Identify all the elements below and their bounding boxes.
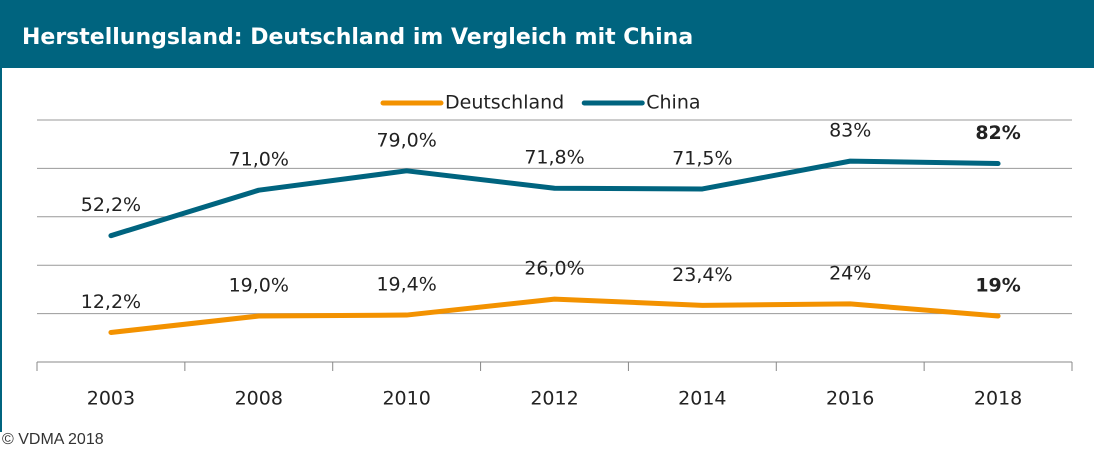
- data-label: 79,0%: [376, 129, 436, 151]
- data-label: 83%: [829, 120, 871, 142]
- data-label: 82%: [975, 122, 1020, 144]
- x-tick-label: 2016: [826, 388, 874, 410]
- legend-label: Deutschland: [445, 92, 564, 114]
- data-label: 52,2%: [81, 194, 141, 216]
- data-label: 12,2%: [81, 291, 141, 313]
- x-tick-label: 2014: [678, 388, 726, 410]
- x-tick-label: 2003: [87, 388, 135, 410]
- x-tick-label: 2010: [382, 388, 430, 410]
- data-label: 71,5%: [672, 147, 732, 169]
- x-tick-label: 2008: [235, 388, 283, 410]
- data-label: 71,8%: [524, 147, 584, 169]
- footer: © VDMA 2018: [2, 431, 104, 448]
- header-bar: [0, 0, 1094, 68]
- data-label: 19,4%: [376, 274, 436, 296]
- data-label: 19%: [975, 275, 1020, 297]
- x-tick-label: 2012: [530, 388, 578, 410]
- series-line: [108, 296, 1001, 335]
- data-label: 26,0%: [524, 258, 584, 280]
- series-line: [108, 158, 1001, 239]
- data-label: 23,4%: [672, 264, 732, 286]
- data-label: 71,0%: [229, 149, 289, 171]
- data-label: 19,0%: [229, 275, 289, 297]
- data-label: 24%: [829, 262, 871, 284]
- legend-label: China: [646, 92, 700, 114]
- x-tick-label: 2018: [974, 388, 1022, 410]
- chart-title: Herstellungsland: Deutschland im Verglei…: [22, 25, 693, 50]
- left-border: [0, 68, 2, 432]
